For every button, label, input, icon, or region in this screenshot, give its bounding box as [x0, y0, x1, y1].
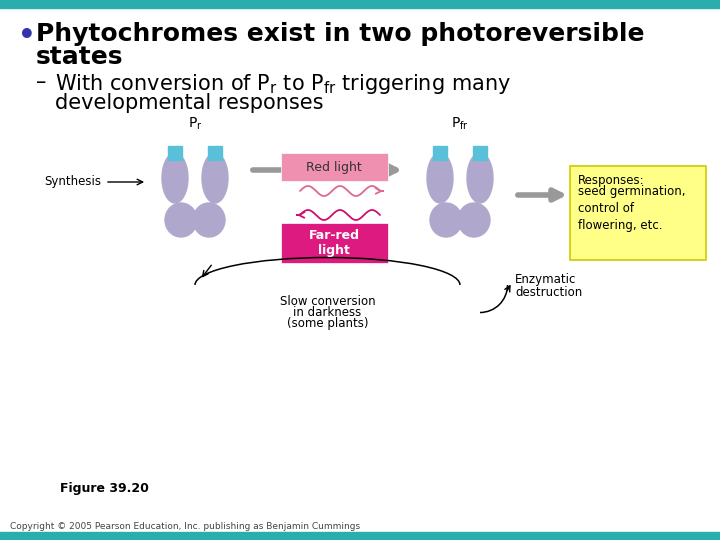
Ellipse shape: [165, 203, 197, 237]
Ellipse shape: [162, 153, 188, 203]
Ellipse shape: [430, 203, 462, 237]
Text: Responses:: Responses:: [578, 174, 644, 187]
Ellipse shape: [193, 203, 225, 237]
Bar: [168, 146, 182, 160]
FancyBboxPatch shape: [281, 223, 388, 263]
Text: $\mathrm{P_{fr}}$: $\mathrm{P_{fr}}$: [451, 116, 469, 132]
Text: Phytochromes exist in two photoreversible: Phytochromes exist in two photoreversibl…: [36, 22, 644, 46]
Text: Far-red
light: Far-red light: [308, 229, 359, 257]
Text: Slow conversion: Slow conversion: [279, 295, 375, 308]
Text: •: •: [18, 22, 36, 50]
Bar: [0, 0, 720, 8]
Text: Synthesis: Synthesis: [44, 176, 101, 188]
Text: developmental responses: developmental responses: [55, 93, 323, 113]
Text: –: –: [36, 72, 46, 92]
Text: states: states: [36, 45, 124, 69]
Text: (some plants): (some plants): [287, 317, 368, 330]
FancyBboxPatch shape: [281, 153, 388, 181]
Text: $\mathrm{P_r}$: $\mathrm{P_r}$: [188, 116, 202, 132]
Bar: [433, 146, 447, 160]
Text: Enzymatic: Enzymatic: [515, 273, 577, 287]
Text: Red light: Red light: [306, 160, 362, 173]
Text: seed germination,
control of
flowering, etc.: seed germination, control of flowering, …: [578, 185, 685, 232]
Bar: [208, 146, 222, 160]
Bar: [473, 146, 487, 160]
Ellipse shape: [202, 153, 228, 203]
Text: in darkness: in darkness: [293, 306, 361, 319]
FancyBboxPatch shape: [570, 166, 706, 260]
Text: Figure 39.20: Figure 39.20: [60, 482, 149, 495]
Text: With conversion of $\mathrm{P_r}$ to $\mathrm{P_{fr}}$ triggering many: With conversion of $\mathrm{P_r}$ to $\m…: [55, 72, 511, 96]
Text: destruction: destruction: [515, 286, 582, 299]
Bar: [0, 532, 720, 540]
Ellipse shape: [458, 203, 490, 237]
Text: Copyright © 2005 Pearson Education, Inc. publishing as Benjamin Cummings: Copyright © 2005 Pearson Education, Inc.…: [10, 522, 360, 531]
Ellipse shape: [467, 153, 493, 203]
Ellipse shape: [427, 153, 453, 203]
